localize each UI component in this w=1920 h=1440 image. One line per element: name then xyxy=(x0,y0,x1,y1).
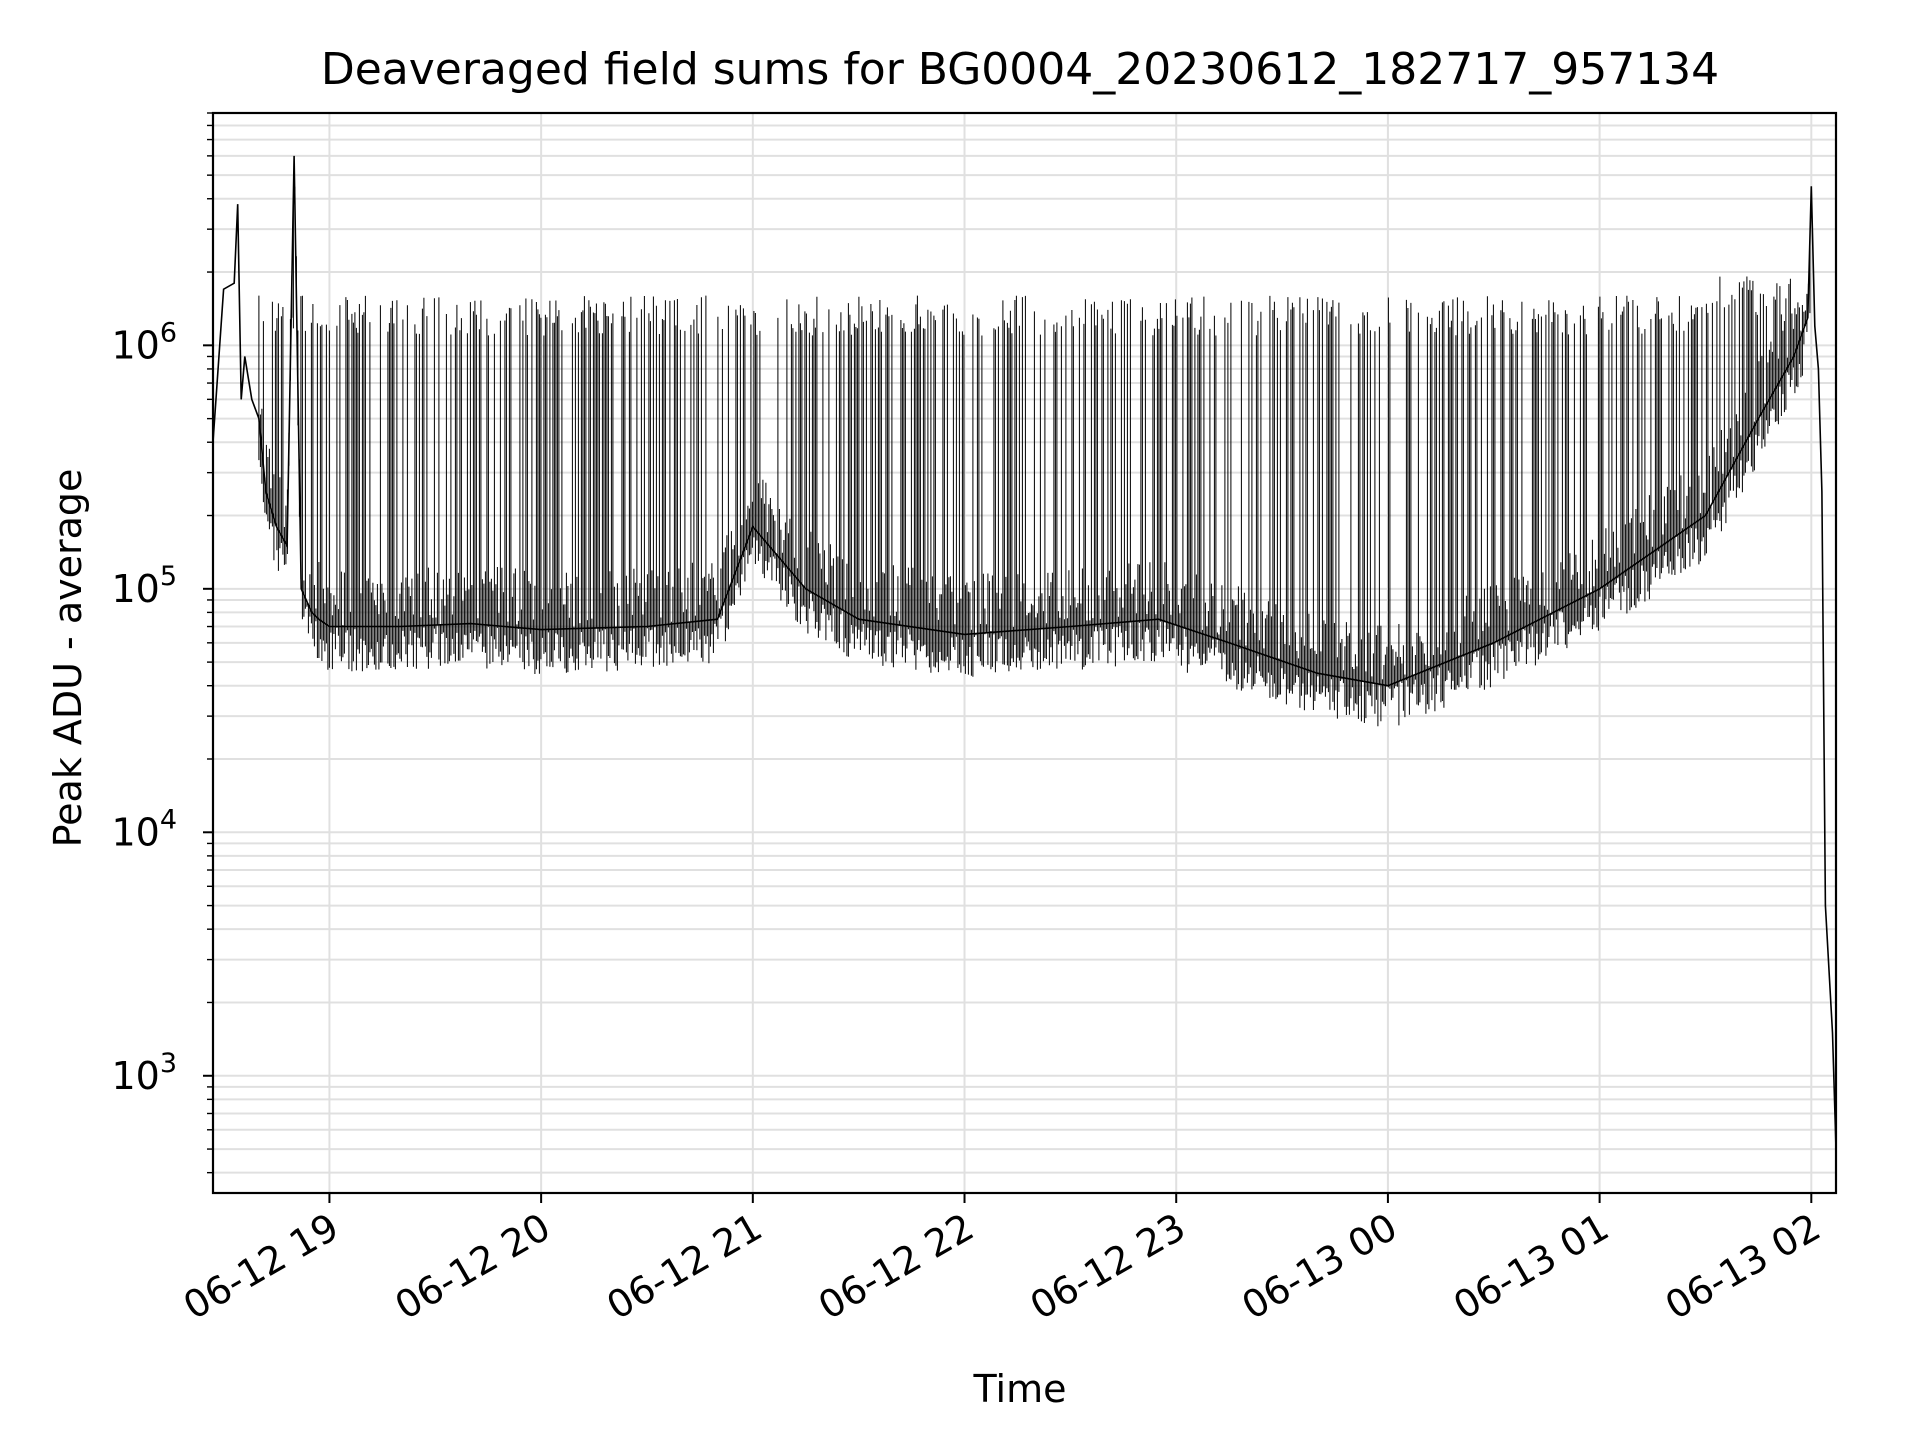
series-spikes xyxy=(258,186,1811,727)
y-tick-label: 104 xyxy=(111,804,177,854)
y-axis-label: Peak ADU - average xyxy=(46,469,90,848)
y-axis: 103 104 105 106 xyxy=(111,112,213,1174)
series-line xyxy=(212,155,1837,1150)
y-tick-label: 106 xyxy=(111,317,177,367)
y-tick-label: 105 xyxy=(111,561,177,611)
plot-area-frame xyxy=(211,111,1838,1195)
y-tick-label: 103 xyxy=(111,1048,177,1098)
chart-title: Deaveraged field sums for BG0004_2023061… xyxy=(321,44,1719,95)
x-axis-label: Time xyxy=(973,1367,1067,1411)
series-line-spikes xyxy=(258,186,1811,727)
